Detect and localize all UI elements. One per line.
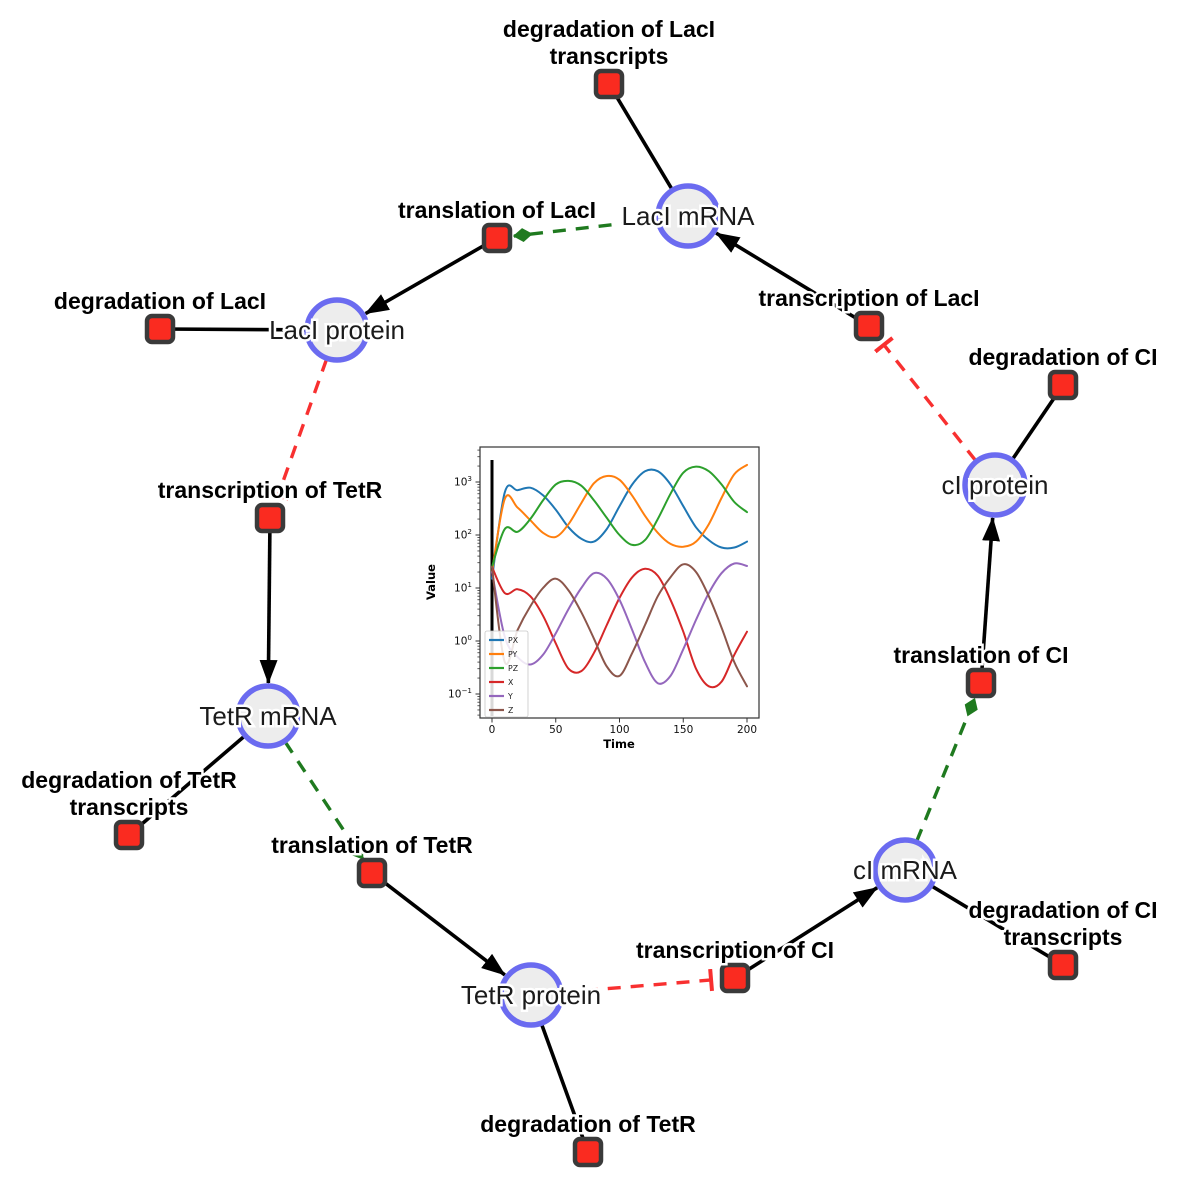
- svg-text:10−1: 10−1: [448, 686, 472, 701]
- species-label-tetr-protein: TetR protein: [461, 980, 601, 1010]
- reaction-label-transcription-ci: transcription of CI: [636, 937, 834, 963]
- svg-text:100: 100: [609, 724, 629, 736]
- edge-transcription-laci-laci-mrna: [715, 231, 870, 328]
- species-label-laci-mrna: LacI mRNA: [622, 201, 756, 231]
- legend-entry-Y: Y: [507, 692, 513, 701]
- reaction-label-degradation-tetr-transcripts: degradation of TetR: [21, 767, 237, 793]
- reaction-node-degradation-tetr-transcripts[interactable]: [113, 819, 145, 851]
- reaction-node-degradation-tetr[interactable]: [572, 1136, 604, 1168]
- reaction-node-degradation-ci[interactable]: [1047, 369, 1079, 401]
- svg-text:200: 200: [737, 724, 757, 736]
- chart-series-PZ: [491, 465, 748, 568]
- edge-translation-laci-laci-protein: [364, 236, 498, 316]
- species-node-tetr-protein[interactable]: [498, 962, 564, 1028]
- reaction-label-degradation-laci-transcripts: transcripts: [550, 43, 669, 69]
- species-node-laci-protein[interactable]: [304, 297, 370, 363]
- chart-series-Y: [491, 562, 748, 685]
- reaction-label-degradation-ci-transcripts: transcripts: [1004, 924, 1123, 950]
- reaction-label-translation-laci: translation of LacI: [398, 197, 596, 223]
- chart-series-PX: [491, 468, 748, 580]
- chart-series-X: [491, 565, 748, 689]
- species-label-ci-protein: cI protein: [942, 470, 1049, 500]
- edge-laci-mrna-translation-laci: [512, 217, 658, 242]
- chart-xlabel: Time: [603, 737, 635, 751]
- reaction-node-transcription-tetr[interactable]: [254, 502, 286, 534]
- edge-ci-protein-transcription-laci: [874, 336, 978, 462]
- species-label-tetr-mrna: TetR mRNA: [199, 701, 337, 731]
- svg-text:103: 103: [454, 474, 472, 489]
- reaction-node-translation-tetr[interactable]: [356, 857, 388, 889]
- simulation-plot: 0 50 100 150 200 103 102 101 100 10−1 PX PY PZ XYZ Ti…: [425, 446, 760, 751]
- reaction-node-transcription-ci[interactable]: [719, 962, 751, 994]
- edge-laci-protein-transcription-tetr: [267, 358, 329, 501]
- svg-text:102: 102: [454, 527, 472, 542]
- reaction-label-degradation-ci-transcripts: degradation of CI: [968, 897, 1157, 923]
- species-node-laci-mrna[interactable]: [655, 183, 721, 249]
- reaction-label-transcription-tetr: transcription of TetR: [158, 477, 383, 503]
- edge-transcription-tetr-tetr-mrna: [259, 517, 278, 685]
- reaction-label-degradation-tetr: degradation of TetR: [480, 1111, 696, 1137]
- reaction-node-transcription-laci[interactable]: [853, 310, 885, 342]
- reaction-node-translation-ci[interactable]: [965, 667, 997, 699]
- chart-ylabel: Value: [425, 564, 438, 600]
- edge-translation-tetr-tetr-protein: [370, 871, 506, 977]
- svg-text:101: 101: [454, 580, 472, 595]
- edge-transcription-ci-ci-mrna: [734, 886, 879, 980]
- svg-text:50: 50: [549, 724, 562, 736]
- legend-entry-Z: Z: [508, 706, 513, 715]
- reaction-label-degradation-laci: degradation of LacI: [54, 288, 266, 314]
- reaction-node-degradation-ci-transcripts[interactable]: [1047, 949, 1079, 981]
- svg-text:0: 0: [489, 724, 496, 736]
- chart-series-PY: [491, 463, 748, 573]
- reaction-label-translation-tetr: translation of TetR: [271, 832, 473, 858]
- edge-ci-mrna-translation-ci: [915, 697, 978, 842]
- edge-tetr-mrna-translation-tetr: [283, 740, 365, 860]
- reaction-node-translation-laci[interactable]: [481, 222, 513, 254]
- reaction-node-degradation-laci-transcripts[interactable]: [593, 68, 625, 100]
- edge-translation-ci-ci-protein: [979, 516, 1001, 684]
- reaction-label-degradation-laci-transcripts: degradation of LacI: [503, 16, 715, 42]
- plot-area: 0 50 100 150 200 103 102 101 100 10−1 PX PY PZ XYZ: [448, 446, 760, 736]
- reaction-label-transcription-laci: transcription of LacI: [758, 285, 979, 311]
- legend-entry-PZ: PZ: [508, 664, 518, 673]
- species-node-tetr-mrna[interactable]: [235, 683, 301, 749]
- species-label-laci-protein: LacI protein: [269, 315, 405, 345]
- svg-text:150: 150: [673, 724, 693, 736]
- svg-text:100: 100: [454, 633, 472, 648]
- legend-entry-X: X: [508, 678, 514, 687]
- chart-series-Z: [491, 563, 748, 688]
- reaction-label-degradation-ci: degradation of CI: [968, 344, 1157, 370]
- reaction-label-translation-ci: translation of CI: [893, 642, 1068, 668]
- reaction-node-degradation-laci[interactable]: [144, 313, 176, 345]
- reaction-label-degradation-tetr-transcripts: transcripts: [70, 794, 189, 820]
- legend-entry-PY: PY: [508, 650, 518, 659]
- species-node-ci-mrna[interactable]: [872, 837, 938, 903]
- species-label-ci-mrna: cI mRNA: [853, 855, 958, 885]
- species-node-ci-protein[interactable]: [962, 452, 1028, 518]
- legend-entry-PX: PX: [508, 636, 519, 645]
- edge-tetr-protein-transcription-ci: [561, 968, 714, 995]
